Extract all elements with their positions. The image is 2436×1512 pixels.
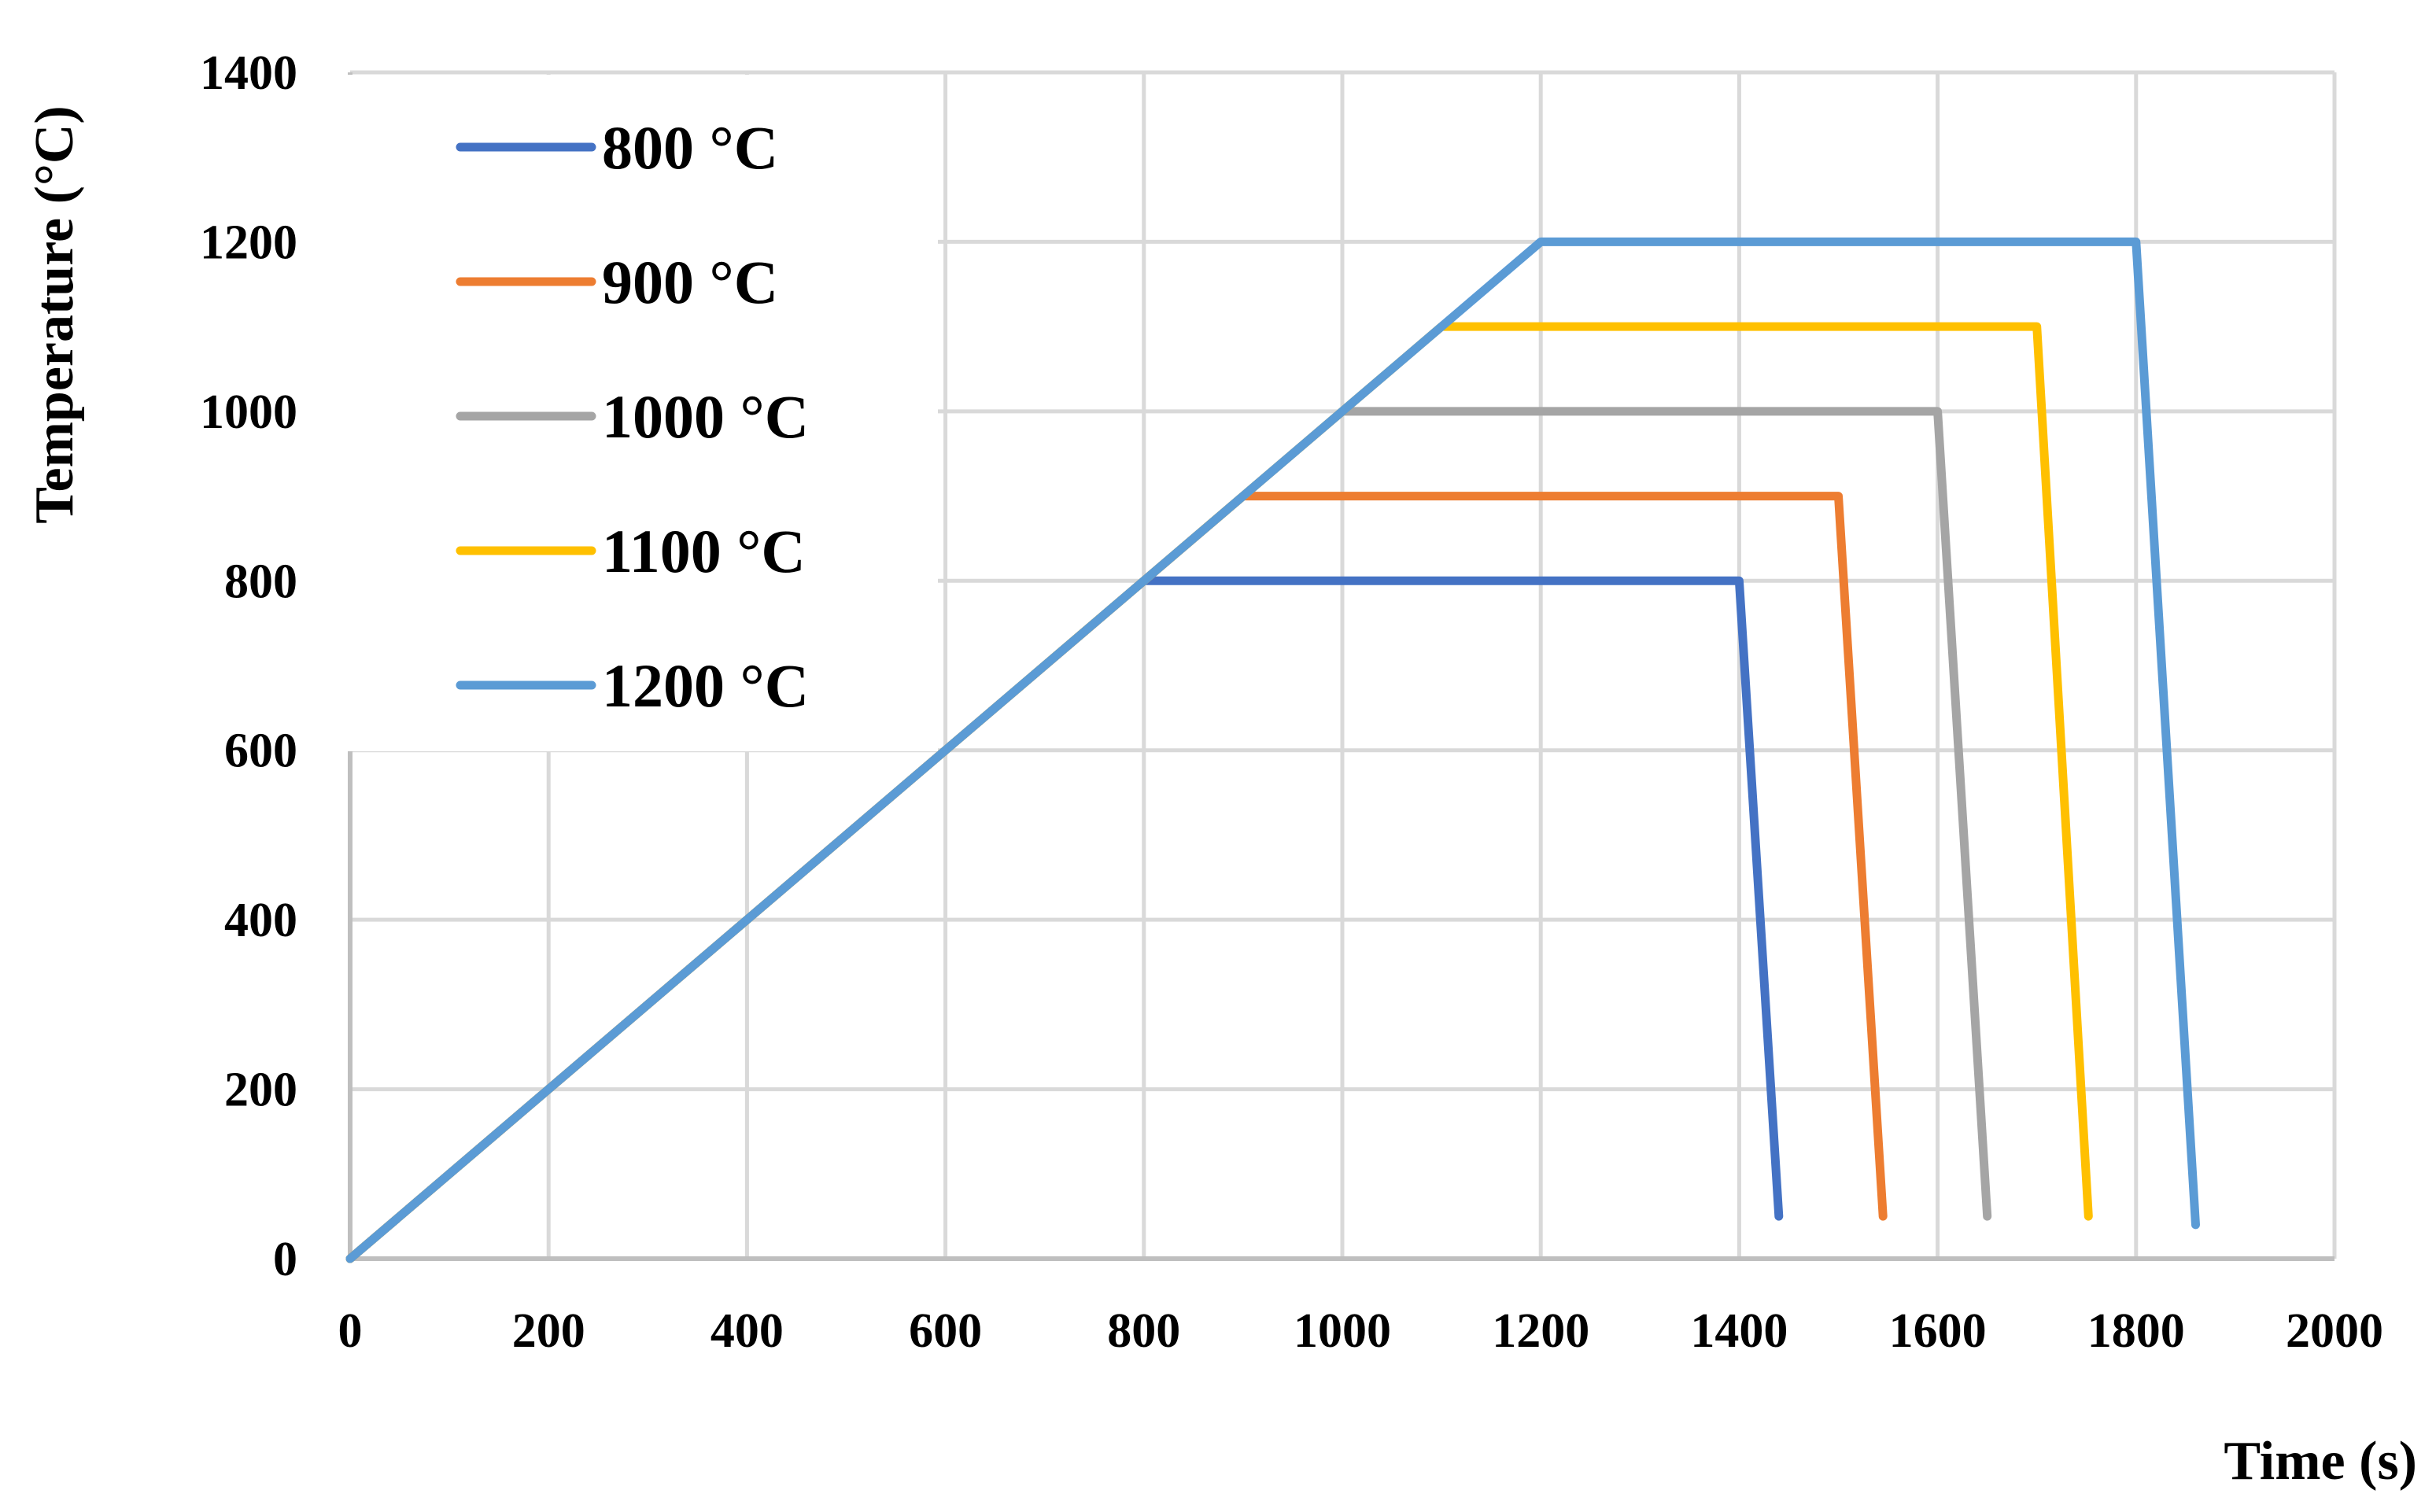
series-lines xyxy=(345,237,2200,1263)
x-axis-title: Time (s) xyxy=(2224,1431,2417,1492)
y-tick-label: 1400 xyxy=(200,46,297,100)
x-tick-label: 800 xyxy=(1107,1304,1180,1358)
legend-label: 900 °C xyxy=(602,248,778,316)
y-tick-label: 200 xyxy=(224,1064,297,1117)
x-tick-label: 0 xyxy=(338,1304,363,1358)
y-axis-title: Temperature (°C) xyxy=(24,105,85,524)
x-tick-label: 1600 xyxy=(1889,1304,1987,1358)
y-tick-label: 1200 xyxy=(200,216,297,269)
y-tick-label: 0 xyxy=(273,1233,297,1286)
x-tick-label: 2000 xyxy=(2286,1304,2383,1358)
y-tick-label: 600 xyxy=(224,725,297,778)
legend-label: 800 °C xyxy=(602,113,778,182)
x-tick-label: 200 xyxy=(512,1304,585,1358)
y-tick-label: 800 xyxy=(224,555,297,608)
x-tick-label: 1000 xyxy=(1294,1304,1391,1358)
y-tick-label: 1000 xyxy=(200,385,297,439)
x-tick-label: 1800 xyxy=(2087,1304,2185,1358)
x-tick-label: 1400 xyxy=(1690,1304,1788,1358)
y-tick-label: 400 xyxy=(224,894,297,947)
legend: 800 °C 900 °C 1000 °C 1100 °C 1200 °C xyxy=(348,75,938,751)
x-tick-label: 600 xyxy=(909,1304,982,1358)
x-tick-label: 1200 xyxy=(1492,1304,1589,1358)
x-tick-label: 400 xyxy=(710,1304,784,1358)
tick-labels: 0 200 400 600 800 1000 1200 1400 1600 1800 2000 0 20… xyxy=(200,46,2383,1358)
legend-label: 1200 °C xyxy=(602,651,809,720)
legend-label: 1000 °C xyxy=(602,382,809,451)
series-line-5 xyxy=(345,237,2200,1263)
legend-label: 1100 °C xyxy=(602,517,806,585)
legend-box xyxy=(348,75,938,751)
